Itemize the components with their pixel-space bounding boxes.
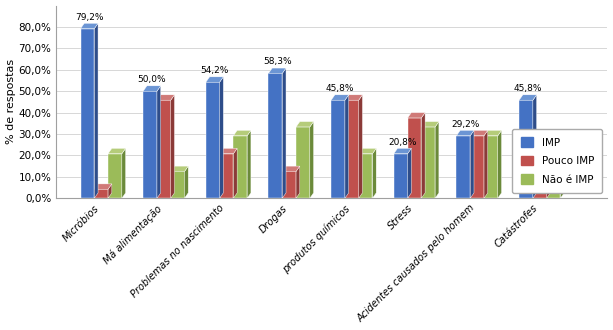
Polygon shape	[408, 118, 421, 198]
Polygon shape	[359, 95, 362, 198]
Polygon shape	[484, 136, 498, 198]
Polygon shape	[470, 130, 474, 198]
Polygon shape	[108, 184, 112, 198]
Polygon shape	[234, 148, 237, 198]
Polygon shape	[296, 127, 310, 198]
Polygon shape	[519, 95, 536, 100]
Polygon shape	[219, 148, 237, 154]
Polygon shape	[345, 95, 362, 100]
Polygon shape	[108, 154, 122, 198]
Polygon shape	[80, 29, 94, 198]
Text: 45,8%: 45,8%	[514, 84, 542, 93]
Polygon shape	[533, 157, 550, 162]
Text: 50,0%: 50,0%	[138, 75, 166, 84]
Polygon shape	[80, 23, 98, 29]
Polygon shape	[185, 166, 188, 198]
Text: 54,2%: 54,2%	[200, 66, 229, 75]
Text: 20,8%: 20,8%	[388, 138, 417, 147]
Polygon shape	[206, 82, 219, 198]
Polygon shape	[206, 77, 223, 82]
Polygon shape	[331, 100, 345, 198]
Polygon shape	[484, 130, 488, 198]
Polygon shape	[470, 130, 488, 136]
Polygon shape	[282, 172, 296, 198]
Polygon shape	[171, 172, 185, 198]
Polygon shape	[373, 148, 376, 198]
Polygon shape	[421, 127, 435, 198]
Polygon shape	[394, 154, 408, 198]
Text: 79,2%: 79,2%	[75, 13, 104, 21]
Polygon shape	[533, 162, 547, 198]
Polygon shape	[519, 100, 533, 198]
Polygon shape	[171, 95, 175, 198]
Polygon shape	[560, 130, 564, 198]
Text: 58,3%: 58,3%	[263, 57, 292, 66]
Polygon shape	[171, 166, 188, 172]
Polygon shape	[547, 157, 550, 198]
Polygon shape	[457, 130, 474, 136]
Polygon shape	[268, 68, 286, 73]
Text: 45,8%: 45,8%	[326, 84, 354, 93]
Polygon shape	[421, 121, 439, 127]
Polygon shape	[359, 148, 376, 154]
Polygon shape	[296, 166, 300, 198]
Text: 29,2%: 29,2%	[451, 120, 479, 129]
Polygon shape	[94, 189, 108, 198]
Polygon shape	[547, 130, 564, 136]
Legend: IMP, Pouco IMP, Não é IMP: IMP, Pouco IMP, Não é IMP	[512, 129, 602, 193]
Polygon shape	[157, 100, 171, 198]
Polygon shape	[331, 95, 349, 100]
Polygon shape	[94, 184, 112, 189]
Polygon shape	[394, 148, 411, 154]
Polygon shape	[108, 148, 126, 154]
Polygon shape	[345, 95, 349, 198]
Polygon shape	[470, 136, 484, 198]
Polygon shape	[282, 166, 300, 172]
Polygon shape	[143, 91, 157, 198]
Polygon shape	[157, 86, 161, 198]
Polygon shape	[345, 100, 359, 198]
Polygon shape	[247, 130, 251, 198]
Polygon shape	[421, 113, 425, 198]
Polygon shape	[457, 136, 470, 198]
Polygon shape	[219, 77, 223, 198]
Polygon shape	[359, 154, 373, 198]
Polygon shape	[408, 113, 425, 118]
Polygon shape	[533, 95, 536, 198]
Polygon shape	[234, 130, 251, 136]
Polygon shape	[219, 154, 234, 198]
Polygon shape	[408, 148, 411, 198]
Polygon shape	[94, 23, 98, 198]
Polygon shape	[484, 130, 501, 136]
Polygon shape	[122, 148, 126, 198]
Polygon shape	[296, 121, 314, 127]
Polygon shape	[268, 73, 282, 198]
Polygon shape	[498, 130, 501, 198]
Polygon shape	[310, 121, 314, 198]
Polygon shape	[435, 121, 439, 198]
Polygon shape	[234, 136, 247, 198]
Y-axis label: % de respostas: % de respostas	[6, 59, 15, 145]
Polygon shape	[157, 95, 175, 100]
Polygon shape	[547, 136, 560, 198]
Polygon shape	[282, 68, 286, 198]
Polygon shape	[143, 86, 161, 91]
